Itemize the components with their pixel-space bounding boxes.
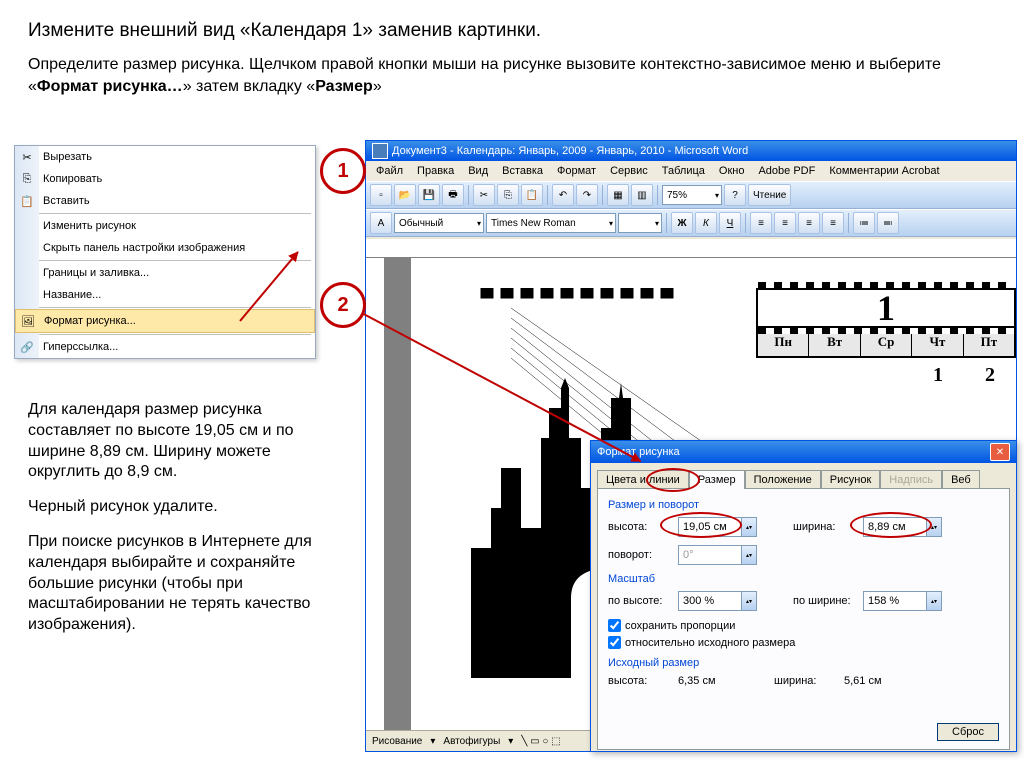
- zoom-combo[interactable]: 75%: [662, 185, 722, 205]
- context-menu: ✂Вырезать ⎘Копировать 📋Вставить Изменить…: [14, 145, 316, 359]
- callout-2: 2: [320, 282, 366, 328]
- ctx-edit-picture[interactable]: Изменить рисунок: [15, 215, 315, 237]
- print-icon[interactable]: 🖶: [442, 184, 464, 206]
- help-icon[interactable]: ?: [724, 184, 746, 206]
- cut-icon: ✂: [19, 149, 35, 165]
- justify-icon[interactable]: ≡: [822, 212, 844, 234]
- copy-icon[interactable]: ⎘: [497, 184, 519, 206]
- dialog-titlebar: Формат рисунка ✕: [591, 441, 1016, 463]
- menu-table[interactable]: Таблица: [656, 163, 711, 179]
- draw-label[interactable]: Рисование: [372, 736, 422, 747]
- tab-textbox: Надпись: [880, 470, 942, 489]
- menu-view[interactable]: Вид: [462, 163, 494, 179]
- tab-size[interactable]: Размер: [689, 470, 745, 489]
- redo-icon[interactable]: ↷: [576, 184, 598, 206]
- paste-icon[interactable]: 📋: [521, 184, 543, 206]
- relative-original-checkbox[interactable]: относительно исходного размера: [608, 636, 999, 649]
- numlist-icon[interactable]: ≕: [877, 212, 899, 234]
- menu-acrobat[interactable]: Комментарии Acrobat: [823, 163, 945, 179]
- tab-web[interactable]: Веб: [942, 470, 980, 489]
- word-icon: [372, 143, 388, 159]
- menu-edit[interactable]: Правка: [411, 163, 460, 179]
- autoshapes-label[interactable]: Автофигуры: [443, 736, 500, 747]
- group-original: Исходный размер: [608, 657, 999, 669]
- align-center-icon[interactable]: ≡: [774, 212, 796, 234]
- calendar-month-number: 1: [758, 290, 1014, 326]
- paste-icon: 📋: [19, 193, 35, 209]
- word-titlebar: Документ3 - Календарь: Январь, 2009 - Ян…: [366, 141, 1016, 161]
- orig-w-label: ширина:: [774, 675, 838, 687]
- calendar-preview: 1 ПнВтСрЧтПт 12: [756, 288, 1016, 387]
- orig-w-value: 5,61 см: [844, 675, 882, 687]
- ctx-hyperlink[interactable]: 🔗Гиперссылка...: [15, 336, 315, 358]
- scale-w-input[interactable]: ▴▾: [863, 591, 942, 611]
- align-right-icon[interactable]: ≡: [798, 212, 820, 234]
- format-picture-dialog: Формат рисунка ✕ Цвета и линии Размер По…: [590, 440, 1017, 752]
- width-label: ширина:: [793, 521, 857, 533]
- ctx-copy[interactable]: ⎘Копировать: [15, 168, 315, 190]
- intro-text: Определите размер рисунка. Щелчком право…: [28, 54, 996, 97]
- close-icon[interactable]: ✕: [990, 443, 1010, 461]
- width-input[interactable]: ▴▾: [863, 517, 942, 537]
- reset-button[interactable]: Сброс: [937, 723, 999, 741]
- bold-icon[interactable]: Ж: [671, 212, 693, 234]
- keep-ratio-checkbox[interactable]: сохранить пропорции: [608, 619, 999, 632]
- align-left-icon[interactable]: ≡: [750, 212, 772, 234]
- rotate-input[interactable]: ▴▾: [678, 545, 757, 565]
- menu-window[interactable]: Окно: [713, 163, 751, 179]
- menu-pdf[interactable]: Adobe PDF: [752, 163, 821, 179]
- word-menubar: Файл Правка Вид Вставка Формат Сервис Та…: [366, 161, 1016, 181]
- link-icon: 🔗: [19, 339, 35, 355]
- underline-icon[interactable]: Ч: [719, 212, 741, 234]
- reading-btn[interactable]: Чтение: [748, 184, 791, 206]
- ctx-cut[interactable]: ✂Вырезать: [15, 146, 315, 168]
- height-label: высота:: [608, 521, 672, 533]
- menu-insert[interactable]: Вставка: [496, 163, 549, 179]
- ctx-paste[interactable]: 📋Вставить: [15, 190, 315, 212]
- ctx-borders[interactable]: Границы и заливка...: [15, 262, 315, 284]
- description-text: Для календаря размер рисунка составляет …: [28, 400, 328, 650]
- callout-1: 1: [320, 148, 366, 194]
- dialog-tabs: Цвета и линии Размер Положение Рисунок Н…: [591, 463, 1016, 488]
- scale-h-label: по высоте:: [608, 595, 672, 607]
- group-scale: Масштаб: [608, 573, 999, 585]
- open-icon[interactable]: 📂: [394, 184, 416, 206]
- undo-icon[interactable]: ↶: [552, 184, 574, 206]
- style-combo[interactable]: Обычный: [394, 213, 484, 233]
- styles-icon[interactable]: A: [370, 212, 392, 234]
- orig-h-value: 6,35 см: [678, 675, 738, 687]
- toolbar-formatting: A Обычный Times New Roman Ж К Ч ≡ ≡ ≡ ≡ …: [366, 209, 1016, 237]
- size-combo[interactable]: [618, 213, 662, 233]
- toolbar-standard: ▫ 📂 💾 🖶 ✂ ⎘ 📋 ↶ ↷ ▦ ▥ 75% ? Чтение: [366, 181, 1016, 209]
- list-icon[interactable]: ≔: [853, 212, 875, 234]
- ctx-hide-panel[interactable]: Скрыть панель настройки изображения: [15, 237, 315, 259]
- tab-picture[interactable]: Рисунок: [821, 470, 881, 489]
- rotate-label: поворот:: [608, 549, 672, 561]
- ruler-horizontal: [366, 239, 1016, 258]
- new-icon[interactable]: ▫: [370, 184, 392, 206]
- height-input[interactable]: ▴▾: [678, 517, 757, 537]
- calendar-numbers: 12: [756, 358, 1016, 387]
- copy-icon: ⎘: [19, 171, 35, 187]
- scale-h-input[interactable]: ▴▾: [678, 591, 757, 611]
- scale-w-label: по ширине:: [793, 595, 857, 607]
- page-heading: Измените внешний вид «Календаря 1» замен…: [28, 20, 996, 42]
- tab-position[interactable]: Положение: [745, 470, 821, 489]
- orig-h-label: высота:: [608, 675, 672, 687]
- menu-tools[interactable]: Сервис: [604, 163, 654, 179]
- format-icon: 🖼: [20, 313, 36, 329]
- group-size-rotation: Размер и поворот: [608, 499, 999, 511]
- save-icon[interactable]: 💾: [418, 184, 440, 206]
- menu-file[interactable]: Файл: [370, 163, 409, 179]
- tab-colors[interactable]: Цвета и линии: [597, 470, 689, 489]
- ruler-vertical: [366, 258, 385, 736]
- cut-icon[interactable]: ✂: [473, 184, 495, 206]
- menu-format[interactable]: Формат: [551, 163, 602, 179]
- table-icon[interactable]: ▦: [607, 184, 629, 206]
- ctx-caption[interactable]: Название...: [15, 284, 315, 306]
- italic-icon[interactable]: К: [695, 212, 717, 234]
- columns-icon[interactable]: ▥: [631, 184, 653, 206]
- ctx-format-picture[interactable]: 🖼Формат рисунка...: [15, 309, 315, 333]
- font-combo[interactable]: Times New Roman: [486, 213, 616, 233]
